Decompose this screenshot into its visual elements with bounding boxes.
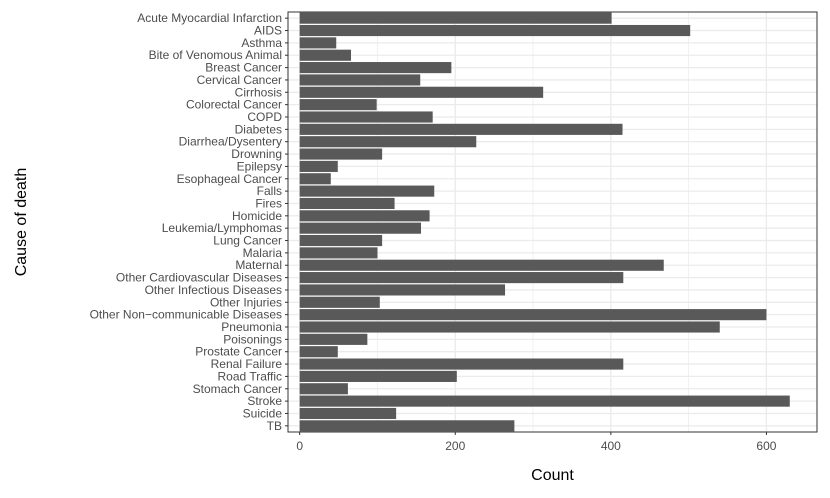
y-tick-label: Suicide xyxy=(243,406,283,420)
y-tick-label: Stroke xyxy=(247,394,282,408)
bar xyxy=(299,333,368,345)
bar xyxy=(299,111,433,123)
bar xyxy=(299,259,664,271)
y-tick-label: Renal Failure xyxy=(211,357,283,371)
y-tick-label: Pneumonia xyxy=(221,320,282,334)
bar xyxy=(299,173,331,185)
bar xyxy=(299,123,623,135)
y-tick-label: Epilepsy xyxy=(237,159,282,173)
y-tick-label: Other Injuries xyxy=(210,295,282,309)
bar xyxy=(299,62,452,74)
y-tick-label: Other Cardiovascular Diseases xyxy=(116,271,282,285)
bar xyxy=(299,321,720,333)
bar xyxy=(299,136,477,148)
bar xyxy=(299,420,515,432)
y-tick-label: Drowning xyxy=(231,147,282,161)
bar xyxy=(299,37,337,49)
bar xyxy=(299,74,421,86)
bar xyxy=(299,24,691,37)
bars xyxy=(299,12,790,432)
bar xyxy=(299,160,338,172)
x-tick-label: 400 xyxy=(601,439,621,453)
bar xyxy=(299,358,624,370)
y-tick-label: Stomach Cancer xyxy=(193,382,282,396)
bar xyxy=(299,346,338,358)
y-tick-label: Asthma xyxy=(241,36,282,50)
y-tick-label: Other Non−communicable Diseases xyxy=(90,308,282,322)
bar xyxy=(299,407,397,420)
bar xyxy=(299,247,378,259)
y-tick-label: Diarrhea/Dysentery xyxy=(179,135,282,149)
y-tick-label: Other Infectious Diseases xyxy=(145,283,282,297)
bar xyxy=(299,309,767,321)
y-tick-label: Homicide xyxy=(232,209,282,223)
y-tick-label: Colorectal Cancer xyxy=(186,98,282,112)
bar xyxy=(299,185,435,197)
y-tick-label: Lung Cancer xyxy=(213,234,282,248)
bar xyxy=(299,86,544,98)
y-tick-label: Leukemia/Lymphomas xyxy=(162,221,282,235)
bar xyxy=(299,383,348,395)
bar xyxy=(299,296,380,308)
y-tick-labels: Acute Myocardial InfarctionAIDSAsthmaBit… xyxy=(90,11,288,433)
bar xyxy=(299,49,352,61)
y-axis-title: Cause of death xyxy=(13,168,30,277)
x-tick-labels: 0 200 400 600 xyxy=(296,432,777,453)
y-tick-label: Esophageal Cancer xyxy=(177,172,282,186)
plot-panel-border xyxy=(287,11,818,433)
y-tick-label: Breast Cancer xyxy=(205,61,282,75)
x-tick-label: 0 xyxy=(296,439,303,453)
y-tick-label: Fires xyxy=(255,196,282,210)
y-tick-label: AIDS xyxy=(254,24,282,38)
y-tick-label: Poisonings xyxy=(223,332,282,346)
y-tick-label: Road Traffic xyxy=(218,369,282,383)
x-tick-label: 200 xyxy=(445,439,465,453)
y-tick-label: Malaria xyxy=(243,246,283,260)
bar xyxy=(299,99,377,111)
y-tick-label: TB xyxy=(267,419,282,433)
bar xyxy=(299,272,624,284)
y-tick-label: Prostate Cancer xyxy=(195,345,282,359)
bar xyxy=(299,284,506,296)
bar xyxy=(299,370,457,382)
bar xyxy=(299,210,430,222)
bar xyxy=(299,395,790,407)
bar xyxy=(299,234,383,247)
x-tick-label: 600 xyxy=(756,439,776,453)
y-tick-label: Falls xyxy=(257,184,282,198)
y-tick-label: Cirrhosis xyxy=(235,85,282,99)
y-tick-label: Acute Myocardial Infarction xyxy=(137,11,282,25)
bar xyxy=(299,12,612,24)
y-tick-label: Bite of Venomous Animal xyxy=(149,48,282,62)
bar xyxy=(299,222,422,234)
y-tick-label: Diabetes xyxy=(235,122,282,136)
y-tick-label: Maternal xyxy=(235,258,282,272)
x-axis-title: Count xyxy=(531,467,574,484)
bar xyxy=(299,148,383,160)
bar xyxy=(299,197,395,210)
y-tick-label: COPD xyxy=(247,110,282,124)
y-tick-label: Cervical Cancer xyxy=(197,73,282,87)
